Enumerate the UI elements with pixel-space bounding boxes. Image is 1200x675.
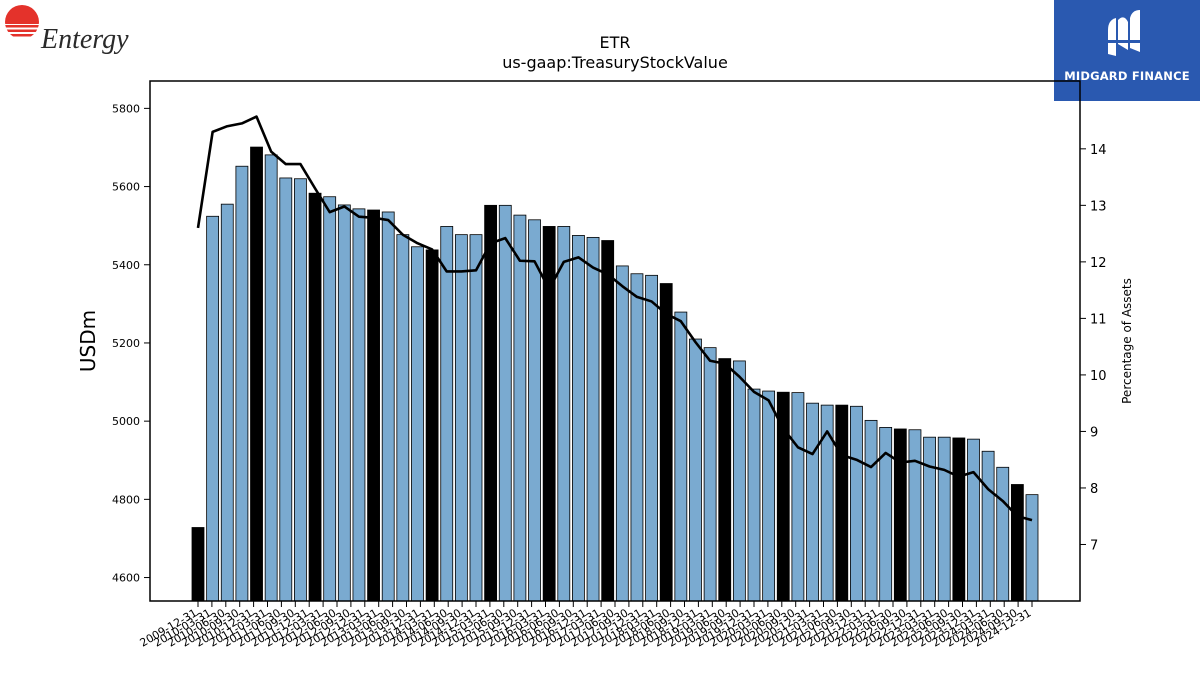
bar xyxy=(206,215,220,602)
bar xyxy=(937,436,951,602)
line-series xyxy=(196,115,1033,522)
bar xyxy=(220,203,234,602)
bar xyxy=(659,283,673,602)
y-tick-label: 5800 xyxy=(112,102,140,115)
y-tick-label: 4800 xyxy=(112,493,140,506)
bar xyxy=(279,177,293,602)
bar xyxy=(528,219,541,602)
bar xyxy=(893,428,907,602)
bar xyxy=(791,392,805,602)
y2-tick-label: 11 xyxy=(1090,312,1107,327)
bar-series xyxy=(191,146,1039,602)
bar xyxy=(572,235,585,602)
bar xyxy=(454,234,468,602)
bar xyxy=(630,273,644,602)
y-tick-label: 5200 xyxy=(112,337,140,350)
y-tick-label: 5000 xyxy=(112,415,140,428)
y-axis-label: USDm xyxy=(76,310,100,372)
bar xyxy=(615,265,629,602)
y2-tick-label: 12 xyxy=(1090,256,1107,271)
y2-tick-label: 9 xyxy=(1090,425,1098,440)
y2-tick-label: 7 xyxy=(1090,538,1098,553)
bar xyxy=(323,196,337,602)
bar xyxy=(1010,484,1024,602)
bar xyxy=(601,240,615,602)
bar xyxy=(967,438,980,602)
bar xyxy=(718,358,732,602)
entergy-logo: Entergy xyxy=(5,5,129,55)
y-axis-left: 4600 4800 5000 5200 5400 5600 5800 xyxy=(112,102,150,585)
bar xyxy=(250,146,263,602)
bar xyxy=(191,527,205,602)
bar xyxy=(381,211,395,602)
bar xyxy=(689,338,702,602)
bar xyxy=(864,419,878,602)
bar xyxy=(469,234,483,602)
midgard-finance-logo: MIDGARD FINANCE xyxy=(1054,0,1200,101)
bar xyxy=(981,450,995,602)
bar xyxy=(996,466,1010,602)
bar xyxy=(308,192,322,602)
bar xyxy=(952,437,966,602)
bar xyxy=(703,347,717,602)
bar xyxy=(835,404,849,602)
bar xyxy=(513,214,527,602)
x-axis: 2009-12-312010-03-312010-06-302010-09-30… xyxy=(138,601,1034,650)
bar xyxy=(586,236,600,602)
y-tick-label: 5600 xyxy=(112,181,140,194)
y-tick-label: 5400 xyxy=(112,259,140,272)
bar xyxy=(762,390,776,602)
bar xyxy=(908,429,922,602)
y-axis-right: 7 8 9 10 11 12 13 14 xyxy=(1080,143,1107,553)
bar xyxy=(923,436,936,602)
bar xyxy=(674,311,688,602)
bar xyxy=(411,246,424,602)
chart-title: ETR xyxy=(600,33,631,52)
y2-tick-label: 10 xyxy=(1090,369,1107,384)
percentage-line xyxy=(196,115,1033,522)
bar xyxy=(645,274,658,602)
bar xyxy=(1025,494,1039,602)
y2-tick-label: 8 xyxy=(1090,482,1098,497)
bar xyxy=(396,234,410,602)
bar xyxy=(776,391,790,602)
y2-axis-label: Percentage of Assets xyxy=(1120,278,1134,404)
bar xyxy=(747,388,761,602)
midgard-logo-text: MIDGARD FINANCE xyxy=(1064,69,1190,83)
bar xyxy=(337,204,351,602)
bar xyxy=(264,154,278,602)
bar xyxy=(806,402,819,602)
bar xyxy=(732,360,746,602)
y2-tick-label: 14 xyxy=(1090,143,1107,158)
bar xyxy=(820,404,834,602)
bar xyxy=(425,249,439,602)
bar xyxy=(498,204,512,602)
chart-subtitle: us-gaap:TreasuryStockValue xyxy=(502,53,728,72)
midgard-mark-icon xyxy=(1106,10,1142,56)
bar xyxy=(294,178,307,602)
bar xyxy=(484,204,498,602)
bar xyxy=(850,405,863,602)
entergy-logo-text: Entergy xyxy=(40,24,129,55)
y-tick-label: 4600 xyxy=(112,572,140,585)
y2-tick-label: 13 xyxy=(1090,199,1107,214)
bar xyxy=(235,165,249,602)
bar xyxy=(557,226,571,602)
bar xyxy=(440,226,454,602)
entergy-logo-mark xyxy=(5,5,39,37)
bar xyxy=(367,209,380,602)
bar xyxy=(352,208,366,602)
